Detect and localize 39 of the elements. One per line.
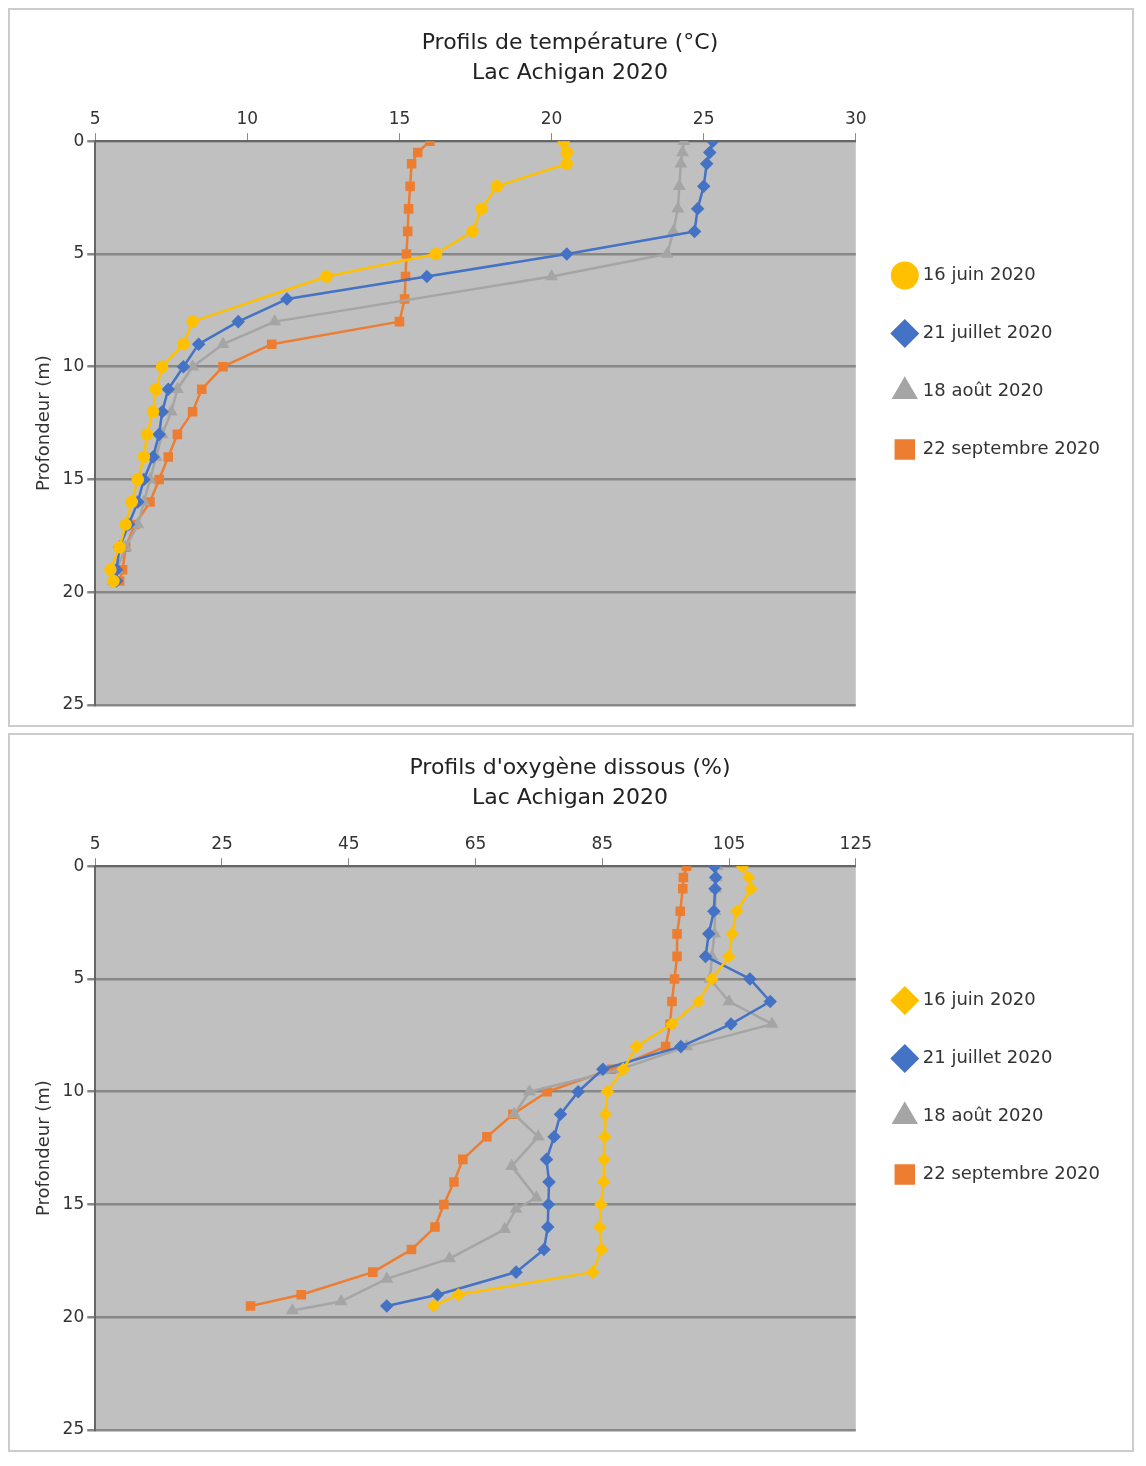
legend-label: 21 juillet 2020 xyxy=(922,1046,1053,1068)
x-tick-label: 10 xyxy=(236,108,259,129)
y-tick-label: 25 xyxy=(62,693,85,714)
x-tick-label: 105 xyxy=(712,833,746,854)
y-tick-label: 10 xyxy=(62,355,85,376)
legend-label: 16 juin 2020 xyxy=(922,263,1036,285)
x-tick-label: 5 xyxy=(89,833,101,854)
y-tick-label: 15 xyxy=(62,467,85,488)
y-tick-label: 20 xyxy=(62,580,85,601)
y-axis-title: Profondeur (m) xyxy=(32,1080,54,1217)
legend-label: 22 septembre 2020 xyxy=(922,437,1101,459)
legend-label: 22 septembre 2020 xyxy=(922,1162,1101,1184)
x-tick-label: 85 xyxy=(591,833,614,854)
y-tick-label: 0 xyxy=(73,854,85,875)
legend-label: 18 août 2020 xyxy=(922,1104,1044,1126)
y-tick-label: 5 xyxy=(73,967,85,988)
legend-label: 18 août 2020 xyxy=(922,379,1044,401)
y-tick-label: 5 xyxy=(73,242,85,263)
x-tick-label: 45 xyxy=(337,833,360,854)
legend-label: 21 juillet 2020 xyxy=(922,321,1053,343)
x-tick-label: 5 xyxy=(89,108,101,129)
x-tick-label: 15 xyxy=(388,108,411,129)
y-tick-label: 15 xyxy=(62,1192,85,1213)
x-tick-label: 25 xyxy=(692,108,715,129)
x-tick-label: 25 xyxy=(211,833,233,854)
chart-title: Profils d'oxygène dissous (%) xyxy=(409,753,731,779)
x-tick-label: 65 xyxy=(464,833,487,854)
y-tick-label: 10 xyxy=(62,1080,85,1101)
x-tick-label: 20 xyxy=(540,108,563,129)
x-tick-label: 30 xyxy=(844,108,867,129)
x-tick-label: 125 xyxy=(839,833,873,854)
y-tick-label: 0 xyxy=(73,129,85,150)
y-axis-title: Profondeur (m) xyxy=(32,355,54,492)
y-tick-label: 20 xyxy=(62,1305,85,1326)
y-tick-label: 25 xyxy=(62,1418,85,1439)
chart-title: Profils de température (°C) xyxy=(421,28,719,54)
legend-label: 16 juin 2020 xyxy=(922,988,1036,1010)
chart-subtitle: Lac Achigan 2020 xyxy=(471,784,669,810)
chart-subtitle: Lac Achigan 2020 xyxy=(471,59,669,85)
